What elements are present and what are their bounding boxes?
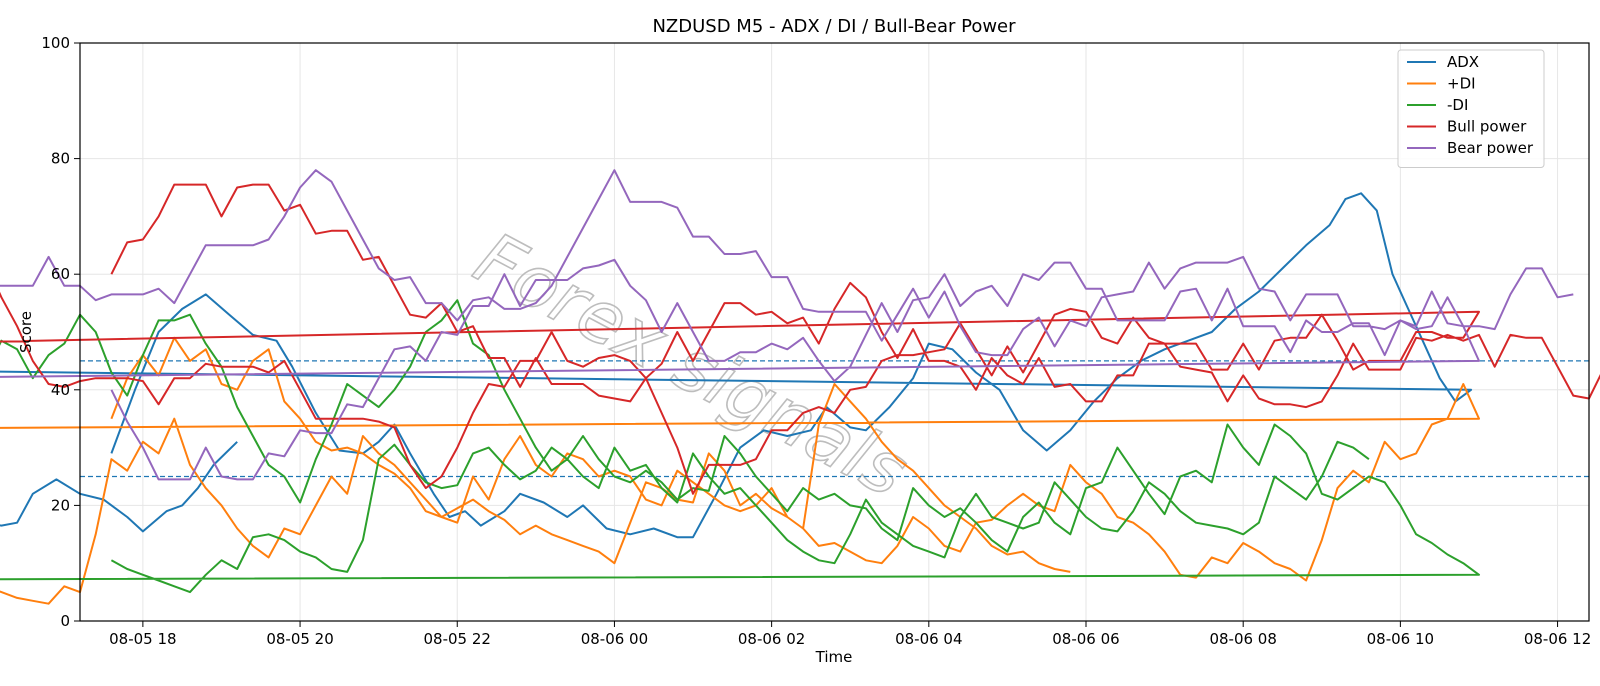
series-group [0, 169, 1600, 605]
y-axis-label: Score [17, 311, 35, 353]
series-line--di [0, 336, 1480, 605]
x-tick-label: 08-05 18 [109, 630, 176, 648]
series-line-bear-power [0, 169, 1574, 481]
x-axis-label: Time [815, 648, 853, 666]
x-tick-label: 08-05 20 [266, 630, 333, 648]
legend-label: +DI [1447, 75, 1476, 93]
y-tick-label: 20 [51, 496, 70, 514]
series-line-adx [0, 192, 1473, 539]
y-tick-label: 0 [60, 612, 70, 630]
chart-title: NZDUSD M5 - ADX / DI / Bull-Bear Power [652, 16, 1016, 37]
plot-frame [79, 42, 1590, 622]
x-tick-label: 08-06 06 [1052, 630, 1119, 648]
x-tick-label: 08-06 12 [1524, 630, 1591, 648]
x-tick-label: 08-05 22 [424, 630, 491, 648]
legend-label: Bear power [1447, 139, 1534, 157]
legend-box [1397, 49, 1545, 168]
legend-label: ADX [1447, 53, 1479, 71]
series-line--di [0, 299, 1480, 594]
legend: ADX +DI -DI Bull power Bear power [1397, 49, 1545, 168]
x-tick-label: 08-06 08 [1209, 630, 1276, 648]
y-tick-label: 40 [51, 381, 70, 399]
x-axis: 08-05 18 08-05 20 08-05 22 08-06 00 08-06 02… [109, 621, 1591, 648]
y-tick-label: 100 [41, 34, 70, 52]
x-tick-label: 08-06 00 [581, 630, 648, 648]
series-line-bull-power [0, 183, 1600, 495]
legend-label: -DI [1447, 96, 1468, 114]
x-tick-label: 08-06 04 [895, 630, 962, 648]
x-tick-label: 08-06 02 [738, 630, 805, 648]
y-axis: 0 20 40 60 80 100 [41, 34, 80, 630]
y-tick-label: 60 [51, 265, 70, 283]
x-tick-label: 08-06 10 [1367, 630, 1434, 648]
y-tick-label: 80 [51, 150, 70, 168]
legend-label: Bull power [1447, 118, 1527, 136]
